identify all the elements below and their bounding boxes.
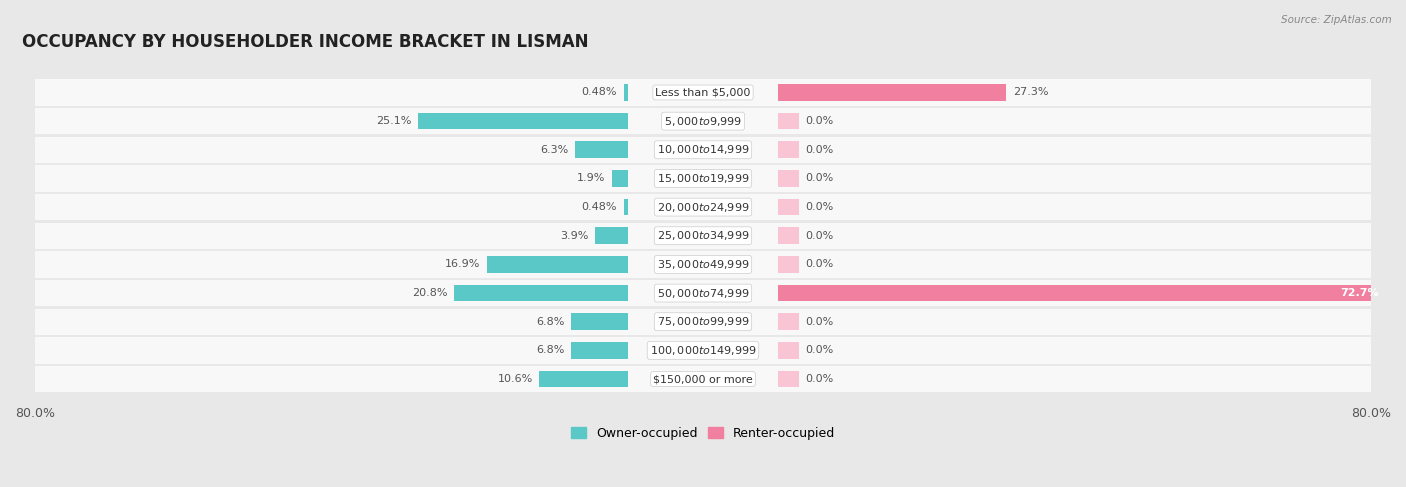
Bar bbox=[418, 113, 628, 130]
Legend: Owner-occupied, Renter-occupied: Owner-occupied, Renter-occupied bbox=[571, 427, 835, 440]
Bar bbox=[778, 142, 799, 158]
Text: 16.9%: 16.9% bbox=[444, 260, 479, 269]
Bar bbox=[778, 285, 1385, 301]
Text: 6.3%: 6.3% bbox=[540, 145, 568, 155]
Bar bbox=[571, 342, 628, 359]
Text: $15,000 to $19,999: $15,000 to $19,999 bbox=[657, 172, 749, 185]
Text: 20.8%: 20.8% bbox=[412, 288, 447, 298]
Text: $150,000 or more: $150,000 or more bbox=[654, 374, 752, 384]
Text: OCCUPANCY BY HOUSEHOLDER INCOME BRACKET IN LISMAN: OCCUPANCY BY HOUSEHOLDER INCOME BRACKET … bbox=[21, 33, 588, 51]
Text: 0.0%: 0.0% bbox=[806, 173, 834, 184]
Bar bbox=[624, 199, 628, 215]
Bar bbox=[778, 314, 799, 330]
Text: 0.0%: 0.0% bbox=[806, 202, 834, 212]
Text: 0.0%: 0.0% bbox=[806, 145, 834, 155]
Text: $35,000 to $49,999: $35,000 to $49,999 bbox=[657, 258, 749, 271]
FancyBboxPatch shape bbox=[27, 309, 1379, 335]
Bar bbox=[454, 285, 628, 301]
Text: Less than $5,000: Less than $5,000 bbox=[655, 88, 751, 97]
Bar bbox=[778, 342, 799, 359]
Bar bbox=[778, 256, 799, 273]
Text: $5,000 to $9,999: $5,000 to $9,999 bbox=[664, 114, 742, 128]
Bar bbox=[778, 170, 799, 187]
Text: 0.0%: 0.0% bbox=[806, 345, 834, 356]
Text: 0.0%: 0.0% bbox=[806, 317, 834, 327]
Bar bbox=[540, 371, 628, 387]
Bar bbox=[595, 227, 628, 244]
Text: 6.8%: 6.8% bbox=[536, 317, 564, 327]
Text: $10,000 to $14,999: $10,000 to $14,999 bbox=[657, 143, 749, 156]
Text: 0.0%: 0.0% bbox=[806, 260, 834, 269]
Text: $50,000 to $74,999: $50,000 to $74,999 bbox=[657, 286, 749, 300]
FancyBboxPatch shape bbox=[27, 108, 1379, 134]
Text: 0.0%: 0.0% bbox=[806, 116, 834, 126]
Bar bbox=[778, 113, 799, 130]
Text: 6.8%: 6.8% bbox=[536, 345, 564, 356]
Bar bbox=[612, 170, 628, 187]
Text: $75,000 to $99,999: $75,000 to $99,999 bbox=[657, 315, 749, 328]
Text: 25.1%: 25.1% bbox=[377, 116, 412, 126]
Text: 3.9%: 3.9% bbox=[560, 231, 589, 241]
FancyBboxPatch shape bbox=[27, 280, 1379, 306]
Text: 0.0%: 0.0% bbox=[806, 231, 834, 241]
Text: 1.9%: 1.9% bbox=[576, 173, 606, 184]
Text: Source: ZipAtlas.com: Source: ZipAtlas.com bbox=[1281, 15, 1392, 25]
Text: 72.7%: 72.7% bbox=[1340, 288, 1378, 298]
FancyBboxPatch shape bbox=[27, 337, 1379, 364]
Bar bbox=[486, 256, 628, 273]
Text: $20,000 to $24,999: $20,000 to $24,999 bbox=[657, 201, 749, 214]
Text: $25,000 to $34,999: $25,000 to $34,999 bbox=[657, 229, 749, 242]
FancyBboxPatch shape bbox=[27, 223, 1379, 249]
FancyBboxPatch shape bbox=[27, 251, 1379, 278]
Bar bbox=[778, 227, 799, 244]
FancyBboxPatch shape bbox=[27, 194, 1379, 220]
FancyBboxPatch shape bbox=[27, 165, 1379, 191]
FancyBboxPatch shape bbox=[27, 79, 1379, 106]
Text: 0.48%: 0.48% bbox=[582, 202, 617, 212]
Text: 10.6%: 10.6% bbox=[498, 374, 533, 384]
Bar bbox=[778, 84, 1007, 101]
Bar bbox=[571, 314, 628, 330]
Text: 27.3%: 27.3% bbox=[1012, 88, 1049, 97]
Text: $100,000 to $149,999: $100,000 to $149,999 bbox=[650, 344, 756, 357]
FancyBboxPatch shape bbox=[27, 137, 1379, 163]
Bar bbox=[778, 199, 799, 215]
FancyBboxPatch shape bbox=[27, 366, 1379, 392]
Text: 0.48%: 0.48% bbox=[582, 88, 617, 97]
Text: 0.0%: 0.0% bbox=[806, 374, 834, 384]
Bar bbox=[624, 84, 628, 101]
Bar bbox=[778, 371, 799, 387]
Bar bbox=[575, 142, 628, 158]
